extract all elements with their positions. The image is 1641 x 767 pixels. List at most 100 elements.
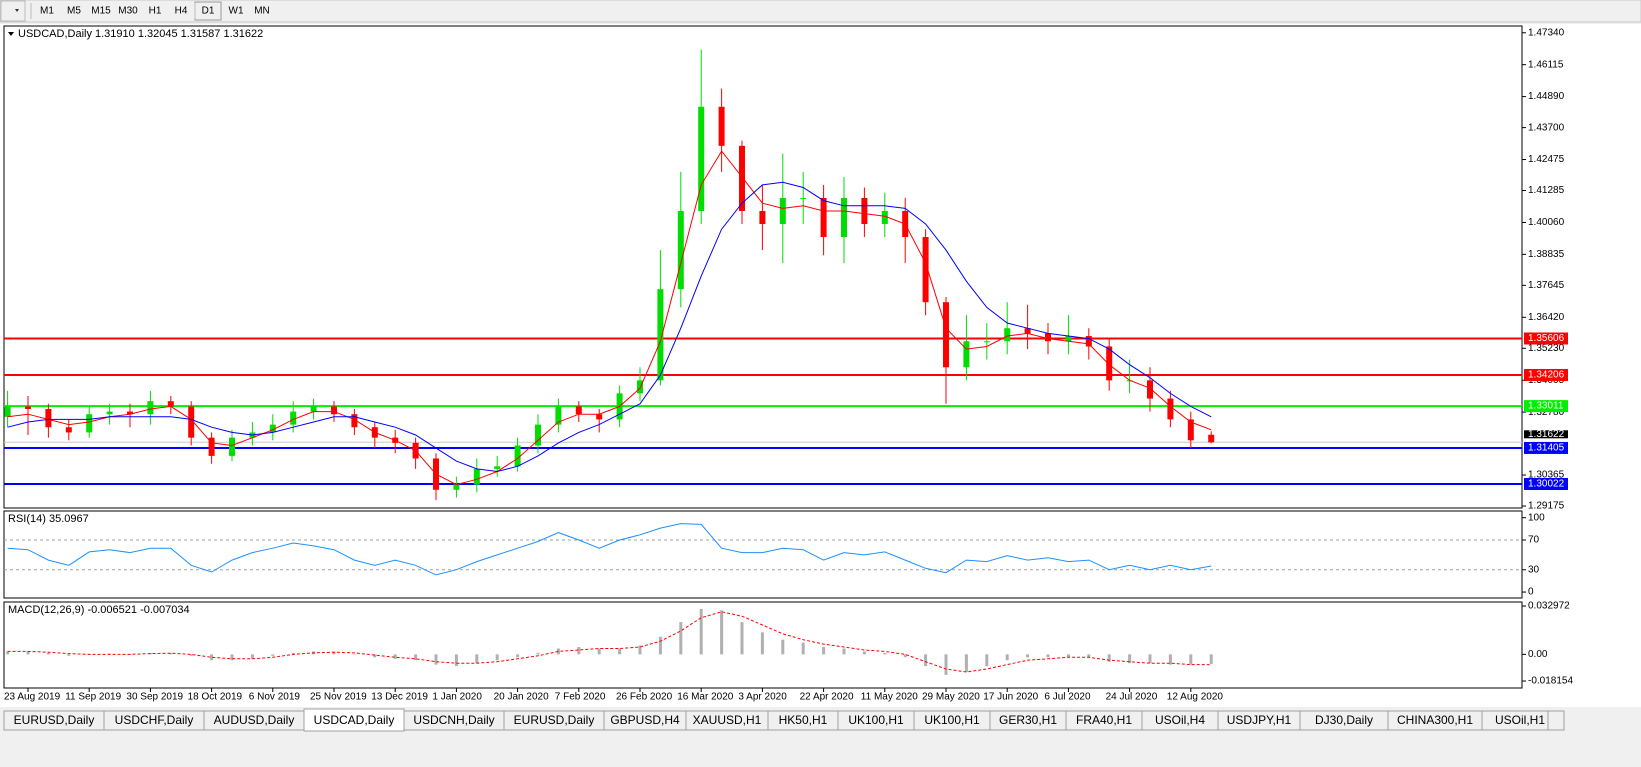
candle-body [473,468,480,485]
macd-bar [373,654,377,658]
y-tick-label: 100 [1528,512,1545,523]
x-tick-label: 6 Jul 2020 [1044,692,1091,703]
candle-body [25,406,31,409]
macd-bar [434,654,438,665]
x-tick-label: 20 Jan 2020 [494,692,549,703]
macd-bar [679,622,683,655]
macd-bar [210,654,214,661]
candle-body [290,411,297,425]
x-tick-label: 30 Sep 2019 [126,692,183,703]
candle-body [514,445,521,467]
candle-body [351,414,358,428]
timeframe-button[interactable] [168,2,194,20]
symbol-tab-label: GBPUSD,H4 [610,713,680,727]
macd-bar [760,632,764,655]
y-tick-label: 1.41285 [1528,185,1565,196]
x-tick-label: 7 Feb 2020 [555,692,606,703]
current-price-tag [1524,430,1568,439]
macd-bar [1087,654,1091,658]
macd-bar [1046,654,1050,658]
y-tick-label: 1.37645 [1528,280,1565,291]
indicator-header: MACD(12,26,9) -0.006521 -0.007034 [8,604,190,616]
x-tick-label: 18 Oct 2019 [188,692,243,703]
macd-bar [638,645,642,655]
candle-body [657,289,664,381]
macd-bar [964,654,968,672]
level-tag-label: 1.34206 [1528,370,1565,381]
level-tag [1524,332,1568,345]
line-series [7,523,1212,576]
macd-bar [1168,654,1172,665]
macd-bar [352,654,356,655]
candle-body [167,401,174,407]
x-tick-label: 24 Jul 2020 [1106,692,1158,703]
timeframe-button[interactable] [61,2,87,20]
macd-bar [781,639,785,655]
macd-bar [618,648,622,655]
symbol-tab-label: USDJPY,H1 [1227,713,1292,727]
candle-body [208,437,215,456]
macd-bar [822,647,826,655]
candle-body [575,406,582,415]
macd-bar [1026,654,1030,658]
macd-bar [169,652,173,655]
symbol-tab-label: USOil,H1 [1495,713,1545,727]
macd-bar [189,654,193,656]
macd-bar [393,654,397,659]
candle-body [494,466,501,469]
candle-body [1045,333,1051,342]
macd-bar [26,651,30,655]
macd-bar [1209,654,1213,664]
tab-scroll[interactable] [1547,710,1565,731]
level-tag [1524,400,1568,413]
macd-bar [495,654,499,661]
level-tag-label: 1.30022 [1528,479,1565,490]
candle-body [535,424,541,446]
timeframe-button[interactable] [34,2,60,20]
panel-frame [3,510,1523,599]
candle-body [229,437,235,456]
candle-body [310,406,317,412]
timeframe-button[interactable] [223,2,249,20]
header-arrow [8,32,14,36]
timeframe-label: H1 [149,6,162,17]
macd-bar [883,652,887,655]
x-tick-label: 12 Aug 2020 [1167,692,1224,703]
y-tick-label: 30 [1528,564,1540,575]
y-tick-label: 1.47340 [1528,27,1565,38]
line-series [7,611,1212,673]
candle-body [698,106,705,211]
symbol-tab-label: EURUSD,Daily [14,713,95,727]
macd-bar [332,651,336,655]
toolbar-dropdown[interactable] [0,0,26,22]
macd-bar [740,622,744,655]
macd-bar [924,654,928,667]
macd-bar [291,652,295,655]
macd-bar [699,608,703,655]
candle-body [1085,336,1092,347]
candle-body [65,427,72,433]
symbol-tab-label: FRA40,H1 [1076,713,1132,727]
timeframe-button[interactable] [88,2,114,20]
macd-bar [1107,654,1111,662]
level-tag-label: 1.33011 [1528,401,1564,412]
macd-bar [1148,654,1152,664]
candle-body [677,210,684,290]
timeframe-button[interactable] [249,2,275,20]
y-tick-label: 1.35230 [1528,343,1565,354]
y-tick-label: 1.40060 [1528,217,1565,228]
candle-body [637,380,643,394]
y-tick-label: 1.30365 [1528,470,1565,481]
y-tick-label: -0.018154 [1528,676,1573,687]
x-tick-label: 3 Apr 2020 [738,692,787,703]
y-tick-label: 1.36420 [1528,312,1565,323]
timeframe-button[interactable] [142,2,168,20]
symbol-tab-label: AUDUSD,Daily [214,713,295,727]
level-tag [1524,368,1568,381]
timeframe-button[interactable] [115,2,141,20]
current-price-label: 1.31622 [1528,429,1565,440]
macd-bar [414,654,418,661]
indicator-header: RSI(14) 35.0967 [8,513,89,525]
x-tick-label: 6 Nov 2019 [249,692,301,703]
